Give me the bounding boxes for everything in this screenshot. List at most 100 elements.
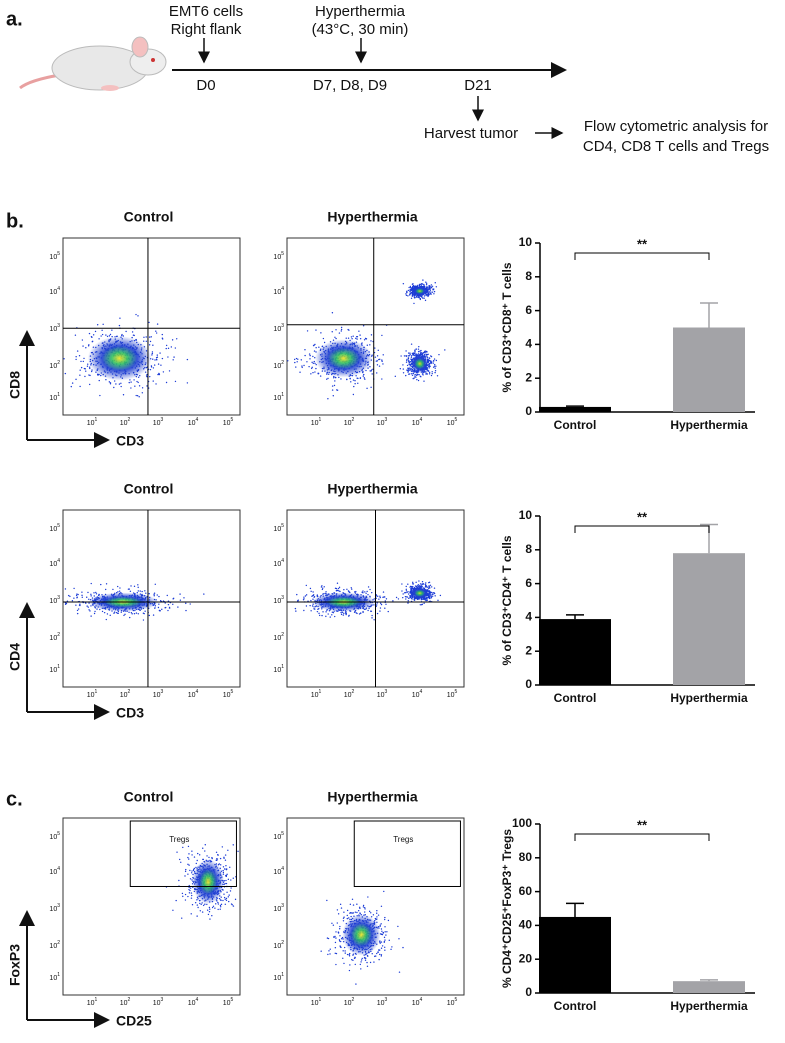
event-dot xyxy=(354,383,355,384)
event-dot xyxy=(153,614,154,615)
event-dot xyxy=(78,608,79,609)
event-dot xyxy=(124,614,125,615)
event-dot xyxy=(340,612,341,613)
event-dot xyxy=(220,905,221,906)
event-dot xyxy=(304,349,305,350)
event-dot xyxy=(407,368,408,369)
event-dot xyxy=(380,923,381,924)
event-dot xyxy=(338,590,339,591)
event-dot xyxy=(295,366,296,367)
density-core xyxy=(315,339,372,377)
tick-exp: 5 xyxy=(281,251,284,257)
event-dot xyxy=(191,897,192,898)
event-dot xyxy=(429,594,430,595)
event-dot xyxy=(409,291,410,292)
tick-base: 10 xyxy=(273,289,281,296)
x-tick-label: 102 xyxy=(344,417,355,427)
event-dot xyxy=(217,854,218,855)
event-dot xyxy=(128,612,129,613)
event-dot xyxy=(77,594,78,595)
tick-exp: 2 xyxy=(128,689,131,695)
event-dot xyxy=(217,909,218,910)
event-dot xyxy=(332,331,333,332)
event-dot xyxy=(96,608,97,609)
event-dot xyxy=(185,899,186,900)
x-tick-label: 105 xyxy=(223,997,234,1007)
event-dot xyxy=(76,593,77,594)
event-dot xyxy=(342,612,343,613)
tick-exp: 1 xyxy=(319,997,322,1003)
event-dot xyxy=(410,287,411,288)
event-dot xyxy=(325,593,326,594)
event-dot xyxy=(437,375,438,376)
event-dot xyxy=(330,616,331,617)
tick-exp: 1 xyxy=(57,972,60,978)
y-tick-label: 102 xyxy=(273,632,284,642)
event-dot xyxy=(434,291,435,292)
event-dot xyxy=(424,599,425,600)
event-dot xyxy=(359,334,360,335)
event-dot xyxy=(306,361,307,362)
event-dot xyxy=(191,913,192,914)
event-dot xyxy=(129,382,130,383)
y-tick-label: 101 xyxy=(49,392,60,402)
event-dot xyxy=(153,380,154,381)
event-dot xyxy=(196,915,197,916)
tick-base: 10 xyxy=(188,1000,196,1007)
gate-label: Tregs xyxy=(393,835,413,844)
y-tick-label: 102 xyxy=(273,360,284,370)
event-dot xyxy=(309,358,310,359)
bar xyxy=(673,553,745,685)
event-dot xyxy=(130,591,131,592)
event-dot xyxy=(430,290,431,291)
tick-exp: 4 xyxy=(57,866,60,872)
event-dot xyxy=(429,367,430,368)
event-dot xyxy=(160,600,161,601)
event-dot xyxy=(406,295,407,296)
event-dot xyxy=(304,355,305,356)
event-dot xyxy=(148,322,149,323)
event-dot xyxy=(173,598,174,599)
event-dot xyxy=(339,928,340,929)
significance-bracket xyxy=(575,253,709,260)
event-dot xyxy=(295,608,296,609)
event-dot xyxy=(168,604,169,605)
event-dot xyxy=(341,938,342,939)
event-dot xyxy=(385,600,386,601)
event-dot xyxy=(133,379,134,380)
tick-base: 10 xyxy=(344,1000,352,1007)
event-dot xyxy=(90,595,91,596)
event-dot xyxy=(413,583,414,584)
event-dot xyxy=(97,324,98,325)
event-dot xyxy=(373,961,374,962)
event-dot xyxy=(193,869,194,870)
event-dot xyxy=(347,915,348,916)
event-dot xyxy=(123,394,124,395)
density-core xyxy=(88,336,152,381)
event-dot xyxy=(381,941,382,942)
event-dot xyxy=(218,903,219,904)
x-tick-label: 104 xyxy=(412,689,423,699)
event-dot xyxy=(423,380,424,381)
event-dot xyxy=(352,960,353,961)
event-dot xyxy=(408,600,409,601)
plot-title: Hyperthermia xyxy=(327,209,417,225)
event-dot xyxy=(350,912,351,913)
tick-base: 10 xyxy=(273,326,281,333)
event-dot xyxy=(405,598,406,599)
event-dot xyxy=(376,604,377,605)
y-tick-label: 105 xyxy=(273,831,284,841)
event-dot xyxy=(414,377,415,378)
event-dot xyxy=(338,932,339,933)
event-dot xyxy=(433,293,434,294)
event-dot xyxy=(364,911,365,912)
tick-exp: 1 xyxy=(57,392,60,398)
event-dot xyxy=(429,598,430,599)
event-dot xyxy=(87,366,88,367)
event-dot xyxy=(189,890,190,891)
event-dot xyxy=(301,359,302,360)
event-dot xyxy=(137,395,138,396)
event-dot xyxy=(308,366,309,367)
event-dot xyxy=(414,374,415,375)
event-dot xyxy=(313,363,314,364)
